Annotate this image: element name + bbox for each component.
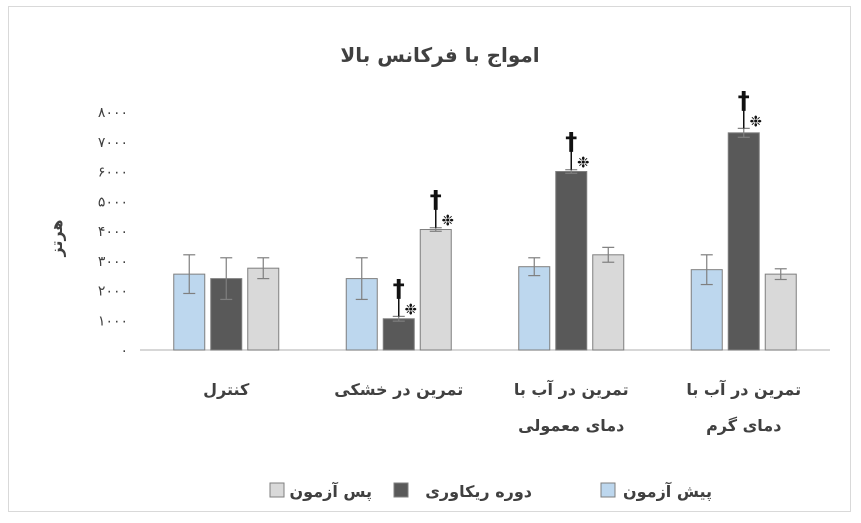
legend-label: پس آزمون xyxy=(290,481,372,502)
bar xyxy=(727,132,760,351)
significance-dagger: † xyxy=(393,274,405,302)
plot-area: ۰ ۱۰۰۰ ۲۰۰۰ ۳۰۰۰ ۴۰۰۰ ۵۰۰۰ ۶۰۰۰ ۷۰۰۰ ۸۰۰۰ کنترل تم… xyxy=(98,86,830,435)
y-tick-label: ۵۰۰۰ xyxy=(98,194,128,210)
x-tick-label: تمرین در آب با xyxy=(686,379,801,399)
significance-dagger: † xyxy=(738,86,750,114)
y-tick-label: ۰ xyxy=(120,343,128,359)
legend-swatch xyxy=(600,482,616,498)
significance-asterisk: ❉ xyxy=(441,212,454,230)
bar xyxy=(518,266,551,351)
significance-asterisk: ❉ xyxy=(404,300,417,318)
bar xyxy=(419,229,452,351)
significance-dagger: † xyxy=(565,128,577,156)
x-tick-label: تمرین در خشکی xyxy=(334,380,463,399)
bar xyxy=(382,318,415,351)
legend: پیش آزمون دوره ریکاوری پس آزمون xyxy=(269,481,712,502)
y-tick-label: ۴۰۰۰ xyxy=(98,224,128,240)
y-tick-label: ۲۰۰۰ xyxy=(98,284,128,300)
x-tick-label: تمرین در آب با xyxy=(514,379,629,399)
y-axis-label: هرتز xyxy=(47,219,66,257)
significance-asterisk: ❉ xyxy=(577,154,590,172)
y-tick-label: ۶۰۰۰ xyxy=(98,165,128,181)
legend-label: دوره ریکاوری xyxy=(425,482,532,501)
bar xyxy=(592,254,625,351)
significance-dagger: † xyxy=(430,186,442,214)
y-tick-label: ۷۰۰۰ xyxy=(98,135,128,151)
x-tick-label: کنترل xyxy=(203,380,250,399)
legend-label: پیش آزمون xyxy=(623,481,712,502)
legend-swatch xyxy=(269,482,285,498)
y-tick-label: ۸۰۰۰ xyxy=(98,105,128,121)
y-tick-label: ۱۰۰۰ xyxy=(98,313,128,329)
y-tick-label: ۳۰۰۰ xyxy=(98,254,128,270)
x-tick-label: دمای معمولی xyxy=(518,416,624,435)
chart-title: امواج با فرکانس بالا xyxy=(340,43,539,67)
legend-swatch xyxy=(393,482,409,498)
x-tick-label: دمای گرم xyxy=(706,416,781,435)
bar xyxy=(555,171,588,351)
bar xyxy=(247,267,280,351)
significance-asterisk: ❉ xyxy=(749,112,762,130)
bar xyxy=(764,273,797,351)
